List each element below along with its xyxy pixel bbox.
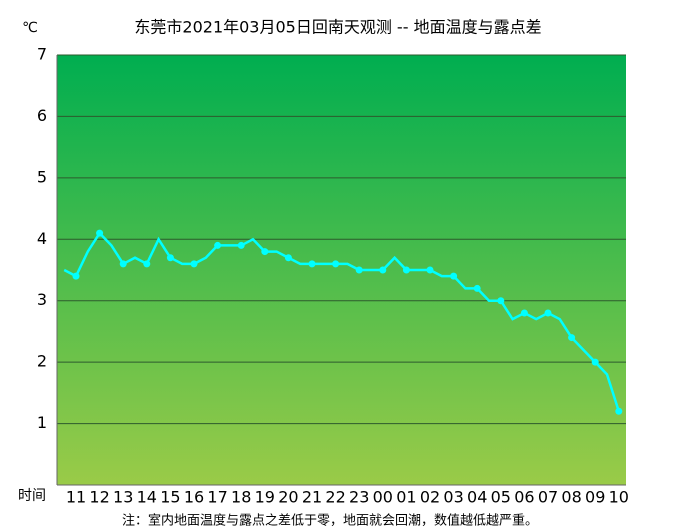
marker (426, 266, 434, 274)
marker (237, 241, 245, 249)
marker (261, 248, 269, 256)
marker (450, 272, 458, 280)
marker (119, 260, 127, 268)
x-tick-label: 06 (514, 488, 534, 507)
y-tick-label: 3 (37, 290, 47, 309)
chart-title: 东莞市2021年03月05日回南天观测 -- 地面温度与露点差 (134, 18, 541, 37)
y-tick-label: 4 (37, 229, 47, 248)
x-tick-label: 11 (66, 488, 86, 507)
x-tick-label: 07 (538, 488, 558, 507)
x-tick-label: 23 (349, 488, 369, 507)
y-tick-label: 1 (37, 413, 47, 432)
marker (379, 266, 387, 274)
x-axis-label: 时间 (18, 488, 46, 504)
marker (568, 334, 576, 342)
note: 注：室内地面温度与露点之差低于零，地面就会回潮，数值越低越严重。 (122, 513, 538, 529)
marker (190, 260, 198, 268)
y-axis-label: ℃ (22, 20, 38, 36)
x-tick-label: 00 (373, 488, 393, 507)
x-tick-label: 08 (561, 488, 581, 507)
x-tick-label: 16 (184, 488, 204, 507)
x-tick-label: 17 (207, 488, 227, 507)
y-tick-label: 5 (37, 167, 47, 186)
x-tick-label: 01 (396, 488, 416, 507)
marker (96, 229, 104, 237)
marker (214, 241, 222, 249)
marker (544, 309, 552, 317)
y-tick-label: 7 (37, 45, 47, 64)
x-tick-label: 20 (278, 488, 298, 507)
y-tick-label: 6 (37, 106, 47, 125)
x-tick-label: 18 (231, 488, 251, 507)
marker (402, 266, 410, 274)
plot-area (57, 55, 626, 485)
marker (497, 297, 505, 305)
marker (615, 407, 623, 415)
x-tick-label: 02 (420, 488, 440, 507)
marker (72, 272, 80, 280)
x-tick-label: 19 (255, 488, 275, 507)
y-tick-label: 2 (37, 352, 47, 371)
x-tick-label: 12 (89, 488, 109, 507)
x-tick-label: 14 (137, 488, 157, 507)
x-tick-label: 10 (609, 488, 629, 507)
x-tick-label: 22 (325, 488, 345, 507)
marker (332, 260, 340, 268)
marker (166, 254, 174, 262)
x-tick-label: 03 (443, 488, 463, 507)
x-tick-label: 04 (467, 488, 487, 507)
x-tick-label: 13 (113, 488, 133, 507)
x-tick-label: 09 (585, 488, 605, 507)
x-tick-label: 05 (491, 488, 511, 507)
marker (355, 266, 363, 274)
marker (473, 284, 481, 292)
marker (284, 254, 292, 262)
marker (591, 358, 599, 366)
x-tick-label: 15 (160, 488, 180, 507)
marker (143, 260, 151, 268)
marker (520, 309, 528, 317)
x-tick-label: 21 (302, 488, 322, 507)
marker (308, 260, 316, 268)
